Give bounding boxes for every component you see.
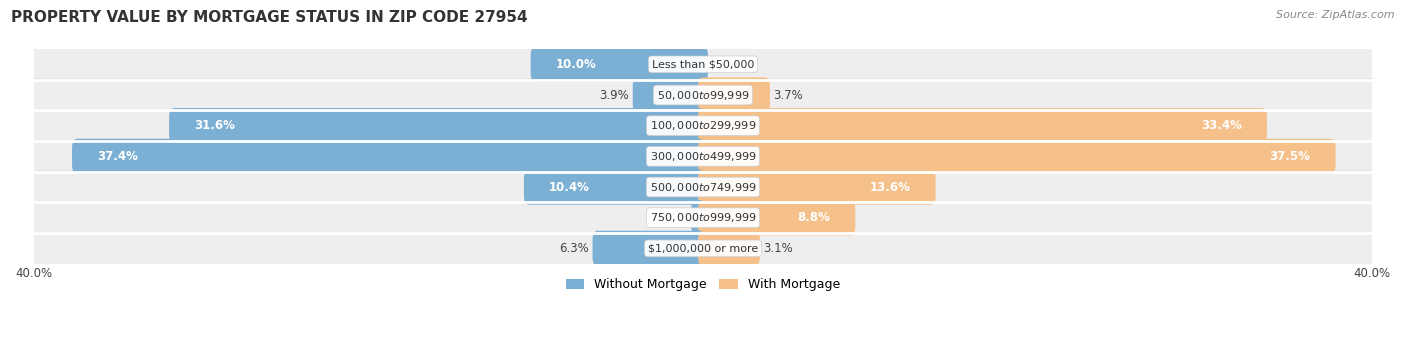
- FancyBboxPatch shape: [34, 202, 1372, 234]
- Text: Less than $50,000: Less than $50,000: [652, 59, 754, 69]
- FancyBboxPatch shape: [34, 171, 1372, 203]
- Text: 0.4%: 0.4%: [658, 211, 688, 224]
- FancyBboxPatch shape: [697, 169, 935, 205]
- Text: $300,000 to $499,999: $300,000 to $499,999: [650, 150, 756, 163]
- FancyBboxPatch shape: [697, 78, 770, 113]
- FancyBboxPatch shape: [697, 231, 759, 266]
- FancyBboxPatch shape: [34, 233, 1372, 264]
- FancyBboxPatch shape: [633, 78, 709, 113]
- Text: $500,000 to $749,999: $500,000 to $749,999: [650, 181, 756, 193]
- Text: 8.8%: 8.8%: [797, 211, 830, 224]
- Text: 3.7%: 3.7%: [773, 88, 803, 102]
- Text: Source: ZipAtlas.com: Source: ZipAtlas.com: [1277, 10, 1395, 20]
- FancyBboxPatch shape: [592, 231, 709, 266]
- Text: 10.0%: 10.0%: [555, 58, 596, 71]
- FancyBboxPatch shape: [697, 200, 855, 235]
- Text: 33.4%: 33.4%: [1201, 119, 1241, 132]
- Text: 31.6%: 31.6%: [194, 119, 235, 132]
- FancyBboxPatch shape: [692, 200, 709, 235]
- FancyBboxPatch shape: [34, 110, 1372, 142]
- FancyBboxPatch shape: [169, 108, 709, 143]
- Text: $750,000 to $999,999: $750,000 to $999,999: [650, 211, 756, 224]
- Text: PROPERTY VALUE BY MORTGAGE STATUS IN ZIP CODE 27954: PROPERTY VALUE BY MORTGAGE STATUS IN ZIP…: [11, 10, 527, 25]
- Text: 10.4%: 10.4%: [548, 181, 591, 193]
- FancyBboxPatch shape: [34, 79, 1372, 111]
- FancyBboxPatch shape: [72, 139, 709, 174]
- Text: 37.4%: 37.4%: [97, 150, 138, 163]
- FancyBboxPatch shape: [524, 169, 709, 205]
- FancyBboxPatch shape: [697, 139, 1336, 174]
- Legend: Without Mortgage, With Mortgage: Without Mortgage, With Mortgage: [561, 273, 845, 296]
- Text: 6.3%: 6.3%: [560, 242, 589, 255]
- FancyBboxPatch shape: [34, 140, 1372, 172]
- Text: 13.6%: 13.6%: [870, 181, 911, 193]
- Text: 3.1%: 3.1%: [763, 242, 793, 255]
- FancyBboxPatch shape: [697, 108, 1267, 143]
- Text: $1,000,000 or more: $1,000,000 or more: [648, 243, 758, 253]
- FancyBboxPatch shape: [34, 48, 1372, 80]
- FancyBboxPatch shape: [530, 47, 709, 82]
- Text: $50,000 to $99,999: $50,000 to $99,999: [657, 88, 749, 102]
- Text: 3.9%: 3.9%: [599, 88, 630, 102]
- Text: 37.5%: 37.5%: [1270, 150, 1310, 163]
- Text: $100,000 to $299,999: $100,000 to $299,999: [650, 119, 756, 132]
